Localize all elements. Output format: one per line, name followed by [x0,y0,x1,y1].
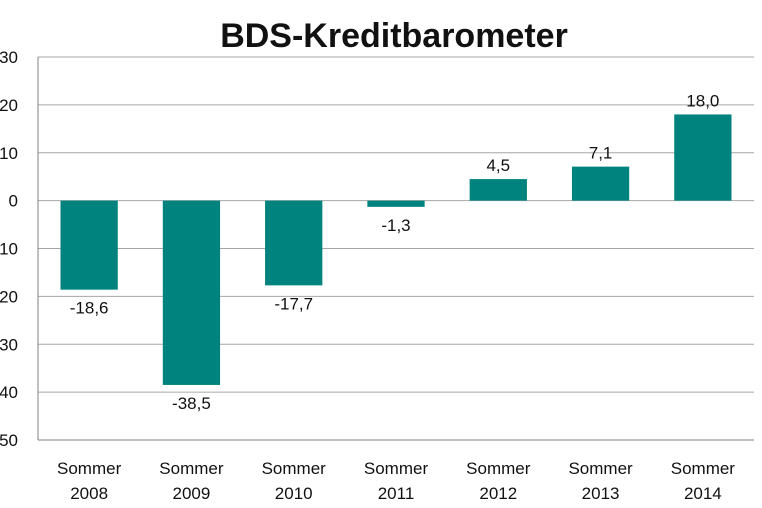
y-tick-label: 20 [0,96,18,115]
bar [571,166,630,201]
x-tick-label: Sommer [568,459,633,478]
bar [162,200,221,385]
y-tick-label: 10 [0,144,18,163]
x-tick-label: Sommer [466,459,531,478]
x-tick-label: Sommer [364,459,429,478]
chart-title: BDS-Kreditbarometer [220,17,568,55]
x-tick-label: Sommer [262,459,327,478]
x-tick-label: 2013 [582,484,620,503]
bar [60,200,118,290]
y-tick-label: 40 [0,383,18,402]
y-tick-label: 0 [9,192,18,211]
x-axis-tick-labels: Sommer 2008 Sommer 2009 Sommer 2010 Sommer 2011… [57,459,735,503]
data-label: -1,3 [381,216,410,235]
y-tick-label: 10 [0,240,18,259]
bars [60,114,732,385]
x-tick-label: 2011 [378,484,415,503]
bar [265,200,323,286]
data-labels: -18,6 -38,5 -17,7 -1,3 4,5 7,1 18,0 [70,91,720,412]
x-tick-label: 2012 [479,484,517,503]
bar [469,179,527,201]
data-label: 18,0 [686,91,719,110]
x-tick-label: 2008 [70,484,108,503]
x-tick-label: Sommer [671,459,736,478]
data-label: 7,1 [589,144,613,163]
bar [367,200,425,207]
gridlines [37,56,754,441]
y-tick-label: 50 [0,431,18,450]
x-tick-label: Sommer [159,459,224,478]
x-tick-label: Sommer [57,459,122,478]
data-label: 4,5 [486,156,510,175]
y-tick-label: 20 [0,287,18,306]
y-tick-label: 30 [0,48,18,67]
data-label: -17,7 [274,294,313,313]
data-label: -38,5 [172,394,211,413]
x-tick-label: 2010 [275,484,313,503]
bar [674,114,732,201]
x-tick-label: 2014 [684,484,722,503]
y-tick-label: 30 [0,335,18,354]
y-axis-tick-labels: 30 20 10 0 10 20 30 40 50 [0,48,18,450]
x-tick-label: 2009 [173,484,211,503]
data-label: -18,6 [70,299,109,318]
